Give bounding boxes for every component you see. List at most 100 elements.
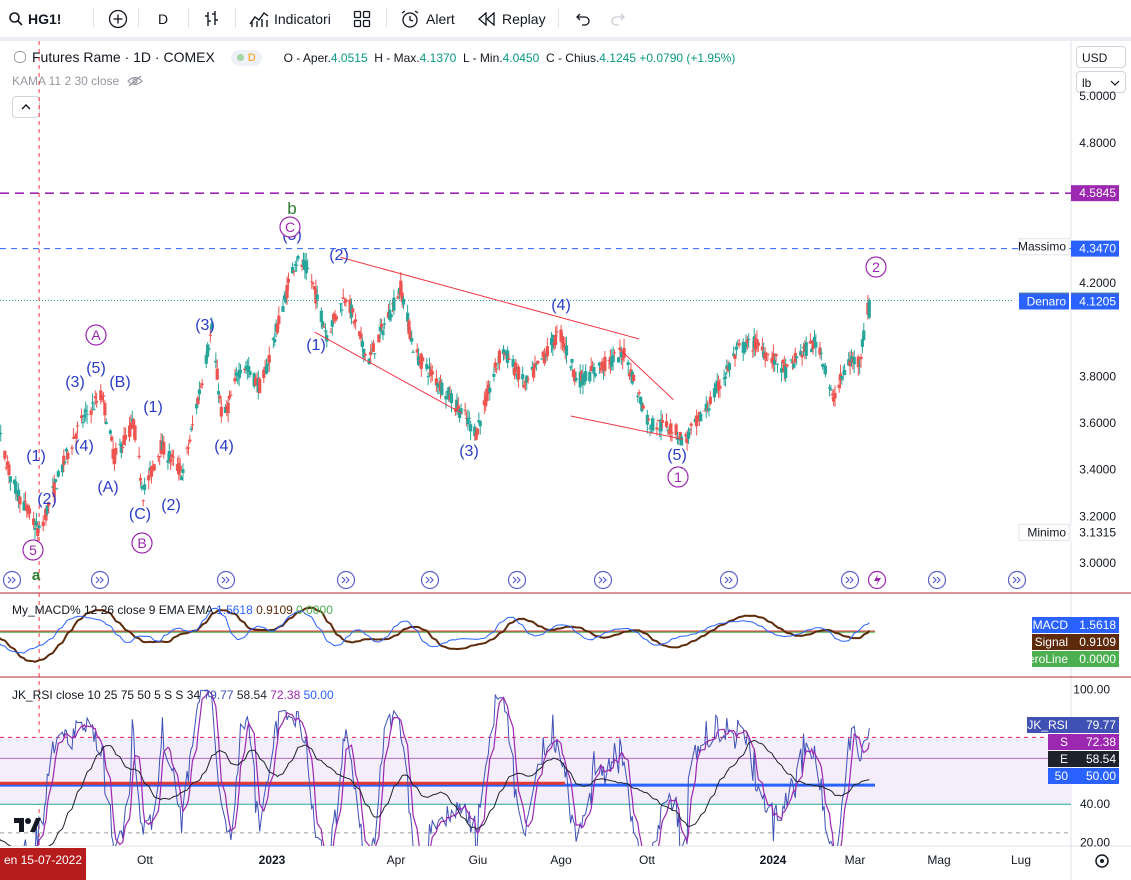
candle	[478, 420, 482, 435]
candle	[138, 473, 143, 486]
event-marker-icon[interactable]	[420, 570, 440, 590]
candle	[766, 352, 770, 360]
price-axis-tick: 3.6000	[1079, 416, 1116, 430]
price-tag: 4.3470	[1071, 240, 1119, 257]
candle	[47, 501, 51, 514]
candle	[304, 252, 308, 280]
candle	[178, 458, 182, 480]
event-marker-icon[interactable]	[90, 570, 110, 590]
earnings-flash-icon[interactable]	[867, 570, 887, 590]
candle	[315, 285, 319, 309]
price-axis-tick: 3.0000	[1079, 556, 1116, 570]
candle	[641, 403, 645, 410]
candle	[655, 421, 659, 436]
candle	[237, 362, 241, 387]
trendline[interactable]	[570, 415, 684, 440]
indicators-button[interactable]: Indicatori	[249, 0, 331, 37]
wave-label: (3)	[65, 374, 85, 391]
candle	[555, 324, 559, 337]
collapse-legend-button[interactable]	[12, 96, 40, 118]
candle	[674, 422, 678, 440]
candle	[229, 390, 233, 397]
gear-icon[interactable]	[1095, 854, 1109, 868]
candle	[507, 353, 511, 360]
rsi-axis-tick: 40.00	[1080, 797, 1110, 811]
candle	[295, 258, 299, 272]
symbol-search-button[interactable]: HG1!	[8, 0, 61, 37]
candle	[708, 391, 712, 406]
unit-select[interactable]: lb	[1076, 71, 1126, 93]
candle	[330, 318, 334, 336]
candle	[660, 413, 665, 429]
candle	[401, 295, 406, 310]
candle	[744, 334, 748, 352]
candle	[292, 270, 296, 277]
candle	[455, 393, 459, 415]
undo-button[interactable]	[573, 0, 591, 37]
interval-button[interactable]: D	[158, 0, 168, 37]
price-axis-tick: 3.8000	[1079, 369, 1116, 383]
currency-select[interactable]: USD	[1076, 46, 1126, 68]
candle	[219, 399, 223, 423]
time-axis-label: Lug	[1011, 853, 1031, 867]
event-marker-icon[interactable]	[927, 570, 947, 590]
candle	[262, 367, 266, 383]
replay-button[interactable]: Replay	[478, 0, 546, 37]
candle	[101, 392, 106, 404]
candle	[419, 352, 423, 377]
event-marker-icon[interactable]	[216, 570, 236, 590]
indicators-icon	[249, 11, 269, 27]
candle	[89, 407, 93, 424]
trendline[interactable]	[618, 347, 674, 400]
jk-rsi-line	[23, 689, 870, 846]
alert-button[interactable]: Alert	[400, 0, 455, 37]
high-value: 4.1370	[419, 51, 457, 65]
event-marker-icon[interactable]	[719, 570, 739, 590]
candle	[152, 463, 156, 472]
time-axis-label: Ott	[137, 853, 154, 867]
candle	[574, 371, 578, 383]
layouts-button[interactable]	[353, 0, 371, 37]
trendline[interactable]	[340, 256, 640, 340]
eye-hidden-icon[interactable]	[126, 75, 143, 87]
wave-circle-label: A	[85, 324, 107, 346]
toolbar-divider	[188, 8, 189, 28]
candle	[338, 303, 343, 313]
indicators-label: Indicatori	[274, 10, 331, 27]
wave-circle-text: C	[285, 219, 295, 235]
candle	[718, 378, 722, 398]
candle	[543, 348, 547, 366]
event-marker-icon[interactable]	[2, 570, 22, 590]
session-badge[interactable]: D	[230, 50, 262, 66]
price-tag-value: 4.1205	[1079, 294, 1116, 308]
rsi-tag: JK_RSI 79.77	[1027, 717, 1119, 733]
candle	[90, 393, 95, 411]
candle	[747, 333, 751, 348]
event-marker-icon[interactable]	[1007, 570, 1027, 590]
candle	[534, 362, 538, 371]
trendline[interactable]	[314, 331, 463, 415]
candle	[463, 402, 467, 416]
compare-add-button[interactable]	[108, 0, 128, 37]
event-marker-icon[interactable]	[593, 570, 613, 590]
candle	[859, 353, 863, 368]
event-marker-icon[interactable]	[507, 570, 527, 590]
candle	[190, 415, 195, 431]
event-marker-icon[interactable]	[336, 570, 356, 590]
candle	[108, 428, 112, 436]
chevron-down-icon	[1110, 80, 1120, 86]
event-marker-icon[interactable]	[840, 570, 860, 590]
candle	[238, 364, 243, 378]
price-axis-tick: 4.2000	[1079, 276, 1116, 290]
wave-label: (4)	[551, 297, 571, 314]
toolbar-separator	[0, 37, 1131, 41]
price-axis-tick: 4.8000	[1079, 136, 1116, 150]
chart-type-button[interactable]	[203, 0, 221, 37]
candle	[540, 358, 544, 361]
candle	[679, 434, 684, 446]
time-cursor-label: en 15-07-2022	[4, 853, 82, 867]
chart-canvas[interactable]: (1)(2)(3)(4)(5)(B)(A)(C)(1)(2)(3)(4)(5)(…	[0, 41, 1131, 880]
candle	[340, 302, 344, 317]
candle	[334, 316, 338, 322]
redo-button[interactable]	[610, 0, 628, 37]
